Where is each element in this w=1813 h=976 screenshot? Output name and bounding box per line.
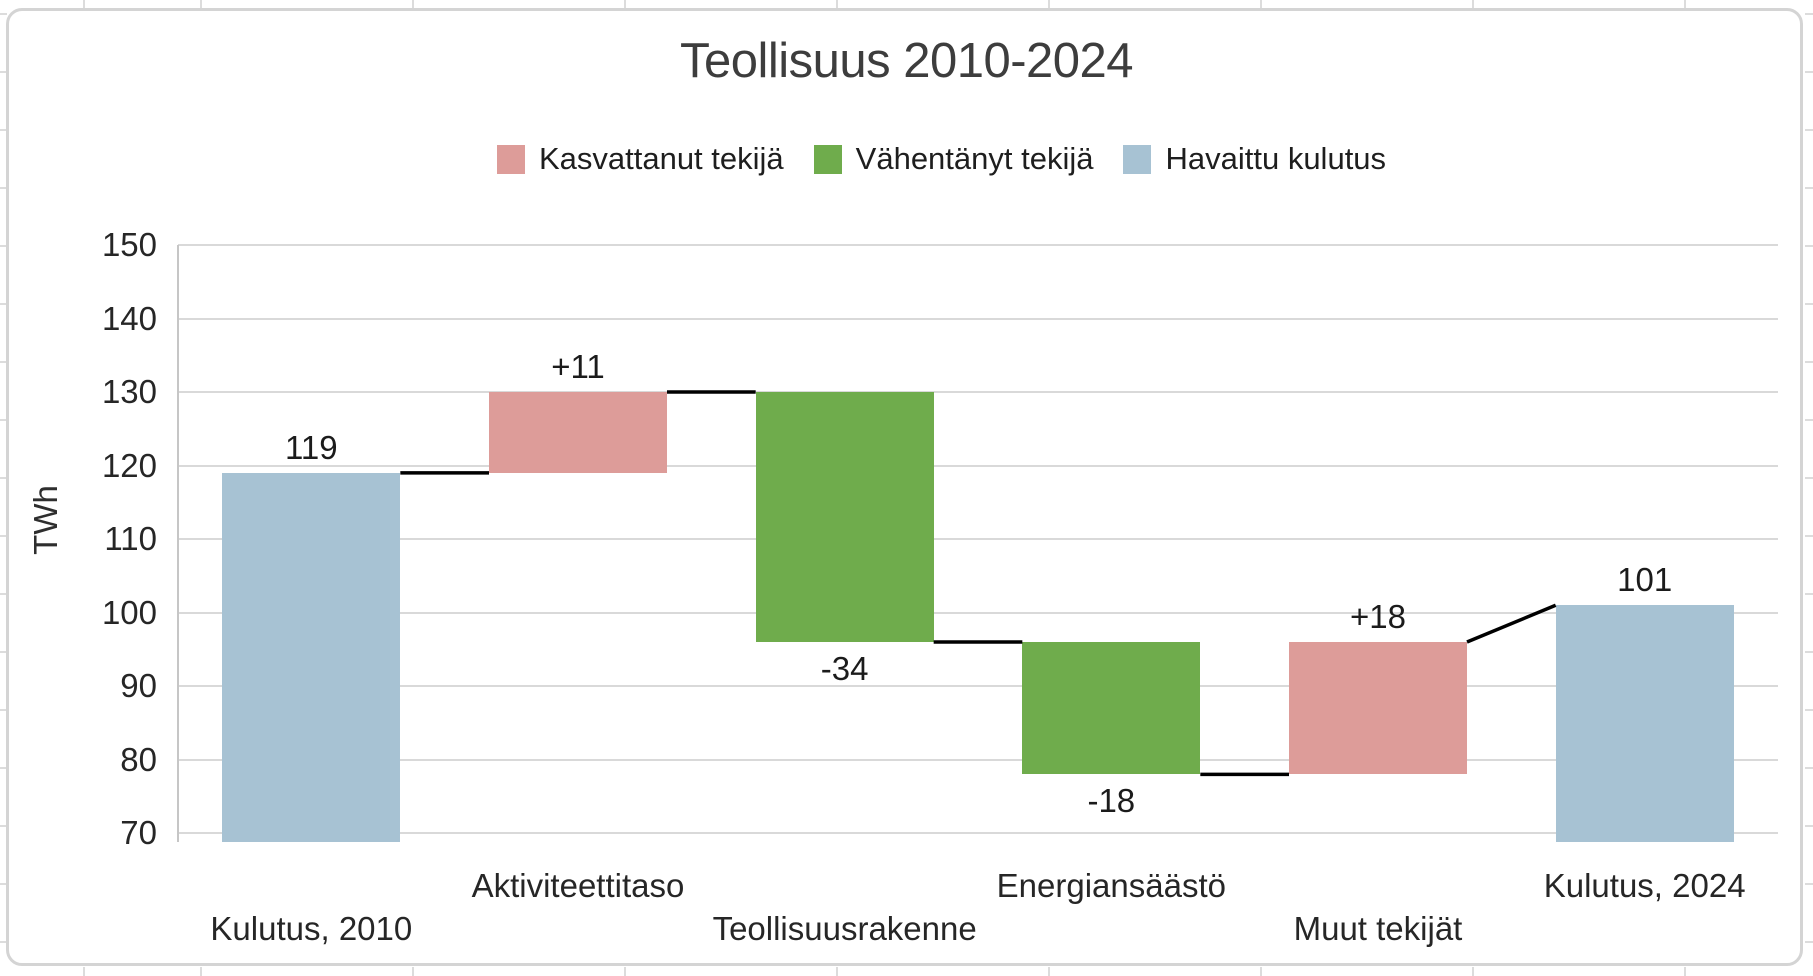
data-label: +18 — [1350, 598, 1406, 636]
category-label: Teollisuusrakenne — [712, 910, 977, 947]
sheet-gridline-strip-bottom — [0, 967, 1813, 976]
bar — [1022, 642, 1201, 775]
bar — [1289, 642, 1467, 775]
y-tick-label: 150 — [101, 226, 157, 263]
category-label: Kulutus, 2010 — [210, 910, 413, 947]
bar — [489, 392, 667, 473]
legend-label: Vähentänyt tekijä — [855, 141, 1094, 176]
gridline — [178, 244, 1778, 246]
y-tick-label: 130 — [101, 373, 157, 411]
y-tick-label: 100 — [101, 593, 157, 631]
legend-swatch — [813, 144, 842, 174]
connector-line — [1466, 603, 1557, 644]
gridline — [178, 464, 1778, 467]
legend-item: Havaittu kulutus — [1123, 141, 1386, 177]
y-tick-label: 80 — [120, 740, 157, 778]
gridline — [178, 611, 1778, 614]
y-axis-line — [177, 245, 179, 842]
gridline — [178, 758, 1778, 761]
data-label: 101 — [1617, 561, 1673, 599]
sheet-gridline-strip-left — [0, 0, 7, 976]
legend-swatch — [1123, 144, 1152, 174]
gridline — [178, 317, 1778, 320]
gridline — [178, 832, 1778, 835]
data-label: -34 — [820, 650, 869, 688]
chart-title: Teollisuus 2010-2024 — [679, 34, 1134, 88]
legend-label: Havaittu kulutus — [1165, 141, 1387, 176]
category-label: Muut tekijät — [1293, 910, 1463, 947]
y-tick-label: 70 — [120, 814, 157, 852]
data-label: 119 — [285, 428, 338, 466]
bar — [755, 392, 934, 642]
bar — [1555, 605, 1734, 842]
legend-swatch — [496, 144, 525, 174]
data-label: +11 — [551, 348, 605, 386]
y-tick-label: 140 — [101, 299, 157, 337]
category-label: Kulutus, 2024 — [1543, 867, 1746, 904]
data-label: -18 — [1087, 782, 1136, 820]
sheet-gridline-strip-top — [0, 0, 1813, 9]
legend-item: Kasvattanut tekijä — [496, 141, 784, 177]
y-tick-label: 90 — [120, 667, 157, 705]
gridline — [178, 391, 1778, 394]
y-tick-label: 110 — [104, 520, 157, 558]
category-label: Aktiviteettitaso — [471, 867, 685, 904]
gridline — [178, 685, 1778, 688]
legend-label: Kasvattanut tekijä — [538, 141, 784, 176]
legend-item: Vähentänyt tekijä — [813, 141, 1094, 177]
sheet-gridline-strip-right — [1805, 0, 1813, 976]
bar — [222, 472, 401, 842]
y-tick-label: 120 — [101, 446, 157, 484]
gridline — [178, 538, 1778, 541]
chart-legend: Kasvattanut tekijä Vähentänyt tekijä Havai… — [0, 141, 1813, 177]
category-label: Energiansäästö — [996, 867, 1226, 904]
